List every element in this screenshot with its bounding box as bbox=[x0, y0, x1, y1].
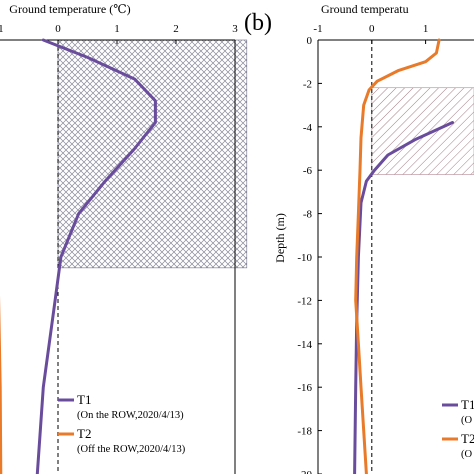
legend-note-t1: (O bbox=[461, 415, 472, 426]
panel-a-series-t2-line bbox=[0, 294, 3, 474]
panel-a-x-axis-label: Ground temperature (℃) bbox=[9, 2, 130, 16]
legend-label-t1: T1 bbox=[77, 392, 91, 407]
panel-a-x-tick-label: -1 bbox=[0, 23, 4, 35]
panel-b-y-axis-label: Depth (m) bbox=[273, 213, 287, 263]
panel-b-series-t1-line bbox=[353, 121, 454, 474]
panel-a-x-tick-label: 3 bbox=[232, 23, 238, 35]
panel-b-shaded-region bbox=[371, 87, 474, 175]
panel-b-label: (b) bbox=[244, 10, 272, 36]
panel-a-x-tick-label: 1 bbox=[114, 23, 120, 35]
panel-a-x-tick-label: 0 bbox=[55, 23, 61, 35]
panel-b-x-axis-label: Ground temperatu bbox=[321, 2, 409, 16]
panel-b-y-tick-label: -8 bbox=[303, 209, 313, 221]
panel-b-x-tick-label: 0 bbox=[369, 23, 375, 35]
panel-b-y-tick-label: -20 bbox=[297, 469, 312, 474]
panel-b-y-tick-label: -14 bbox=[297, 339, 312, 351]
panel-a-legend: T1 (On the ROW,2020/4/13) T2 (Off the ROW,2… bbox=[58, 392, 186, 455]
panel-b-y-tick-label: -12 bbox=[297, 295, 312, 307]
panel-a-shaded-region bbox=[57, 39, 248, 269]
panel-b-y-tick-label: 0 bbox=[307, 35, 313, 47]
panel-b-y-tick-label: -4 bbox=[303, 122, 313, 134]
panel-b-y-tick-label: -16 bbox=[297, 382, 312, 394]
panel-a-x-tick-label: 2 bbox=[173, 23, 179, 35]
panel-b-series-t2-line bbox=[354, 38, 441, 474]
panel-b-y-tick-label: -10 bbox=[297, 252, 312, 264]
legend-label-t1: T1 bbox=[461, 397, 474, 412]
panel-b-legend: T1 (O T2 (O bbox=[442, 397, 474, 460]
panel-b-y-tick-label: -18 bbox=[297, 426, 312, 438]
legend-note-t2: (O bbox=[461, 449, 472, 460]
panel-a-series-t1-line bbox=[35, 38, 157, 474]
panel-a: -1 0 1 2 3 Ground temperature (℃) T1 (On the … bbox=[0, 2, 248, 474]
legend-label-t2: T2 bbox=[461, 431, 474, 446]
panel-b-y-tick-label: -2 bbox=[303, 78, 312, 90]
panel-b-x-tick-label: -1 bbox=[313, 23, 322, 35]
legend-note-t1: (On the ROW,2020/4/13) bbox=[77, 410, 184, 421]
legend-label-t2: T2 bbox=[77, 426, 91, 441]
panel-b-y-tick-label: -6 bbox=[303, 165, 313, 177]
panel-b-x-tick-label: 1 bbox=[423, 23, 429, 35]
legend-note-t2: (Off the ROW,2020/4/13) bbox=[77, 444, 186, 455]
